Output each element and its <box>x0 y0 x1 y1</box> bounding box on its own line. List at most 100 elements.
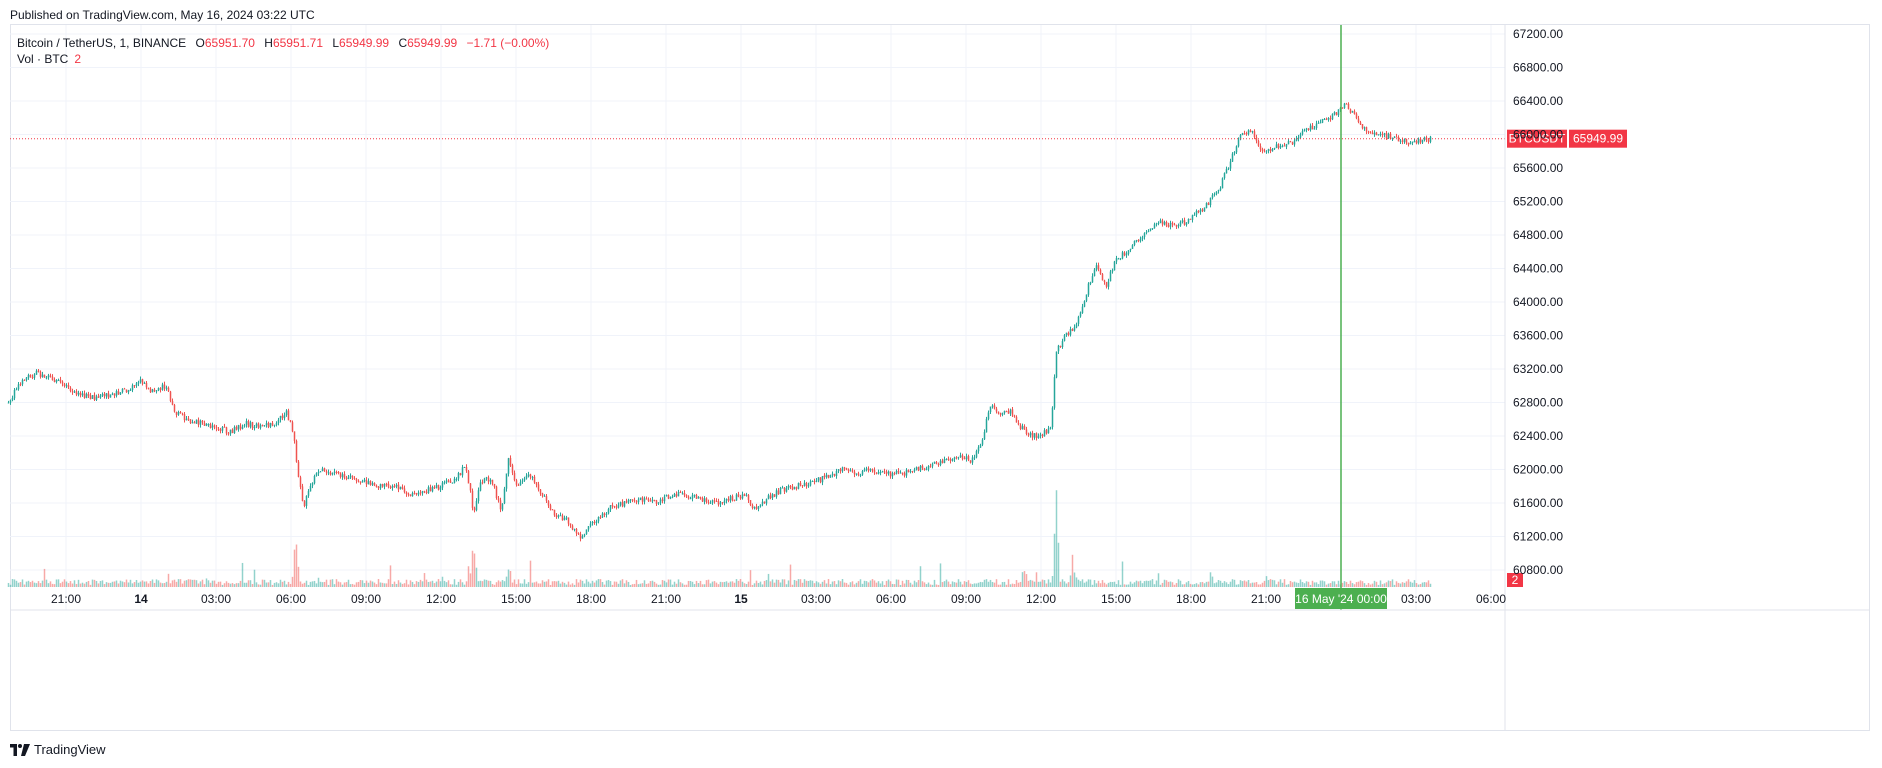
volume-bar <box>1197 584 1200 587</box>
volume-bar <box>1171 582 1174 587</box>
volume-bar <box>667 579 670 587</box>
candle-body <box>397 484 400 490</box>
volume-bar <box>697 583 700 587</box>
candle-body <box>445 480 448 483</box>
candle-body <box>497 498 500 501</box>
volume-bar <box>875 582 878 587</box>
volume-bar <box>327 584 330 587</box>
candle-body <box>1125 253 1128 256</box>
candle-body <box>643 498 646 502</box>
volume-bar <box>625 580 628 587</box>
candle-body <box>765 499 768 504</box>
volume-bar <box>669 579 672 587</box>
candle-body <box>27 374 30 378</box>
volume-bar <box>1419 583 1422 587</box>
volume-bar <box>1183 584 1186 587</box>
candle-body <box>1385 133 1388 139</box>
candle-body <box>75 391 78 395</box>
candle-body <box>475 501 478 511</box>
volume-bar <box>1141 583 1144 587</box>
volume-bar <box>661 580 664 587</box>
volume-bar <box>1205 581 1208 587</box>
volume-bar <box>1427 580 1430 587</box>
candle-body <box>1163 221 1166 225</box>
volume-bar <box>1233 579 1236 587</box>
candle-body <box>69 387 72 391</box>
volume-bar <box>107 582 110 587</box>
candle-body <box>775 490 778 497</box>
candle-body <box>747 495 750 501</box>
volume-bar <box>891 583 894 587</box>
y-tick-label: 67200.00 <box>1513 27 1563 41</box>
candle-body <box>667 495 670 499</box>
volume-bar <box>609 581 612 587</box>
volume-bar <box>347 579 350 587</box>
chart-frame[interactable] <box>10 24 1870 731</box>
candle-body <box>155 390 158 392</box>
candle-body <box>473 507 476 511</box>
volume-bar <box>1111 581 1114 587</box>
volume-bar <box>123 582 126 587</box>
volume-bar <box>65 581 68 587</box>
volume-bar <box>653 581 656 587</box>
volume-bar <box>665 582 668 587</box>
candle-body <box>893 473 896 475</box>
volume-bar <box>165 581 168 587</box>
price-badge <box>1569 129 1627 148</box>
volume-bar <box>883 584 886 587</box>
volume-bar <box>477 581 480 587</box>
volume-bar <box>889 581 892 587</box>
candle-body <box>223 426 226 428</box>
candle-body <box>705 498 708 502</box>
candle-body <box>807 485 810 487</box>
volume-bar <box>1001 582 1004 587</box>
candle-body <box>875 472 878 474</box>
candle-body <box>571 525 574 530</box>
volume-bar <box>1201 581 1204 587</box>
volume-bar <box>215 583 218 587</box>
volume-bar <box>833 581 836 587</box>
candle-body <box>485 477 488 479</box>
candle-body <box>1287 141 1290 145</box>
x-tick-label: 15 <box>734 592 748 606</box>
footer-brand[interactable]: TradingView <box>10 742 106 757</box>
volume-bar <box>1003 581 1006 587</box>
volume-bar <box>657 584 660 587</box>
symbol-name[interactable]: Bitcoin / TetherUS, 1, BINANCE <box>17 36 187 50</box>
candle-body <box>1383 133 1386 135</box>
volume-label[interactable]: Vol · BTC <box>17 52 69 66</box>
volume-bar <box>911 584 914 587</box>
candle-body <box>295 440 298 462</box>
volume-bar <box>437 579 440 587</box>
candle-body <box>1397 137 1400 142</box>
volume-bar <box>1189 583 1192 587</box>
candle-body <box>81 393 84 396</box>
volume-bar <box>1377 584 1380 587</box>
volume-bar <box>949 584 952 587</box>
volume-bar <box>1221 582 1224 587</box>
candle-body <box>557 515 560 517</box>
volume-bar <box>1061 579 1064 587</box>
volume-bar <box>521 583 524 587</box>
candle-body <box>139 379 142 383</box>
volume-bar <box>795 580 798 587</box>
candle-body <box>607 509 610 514</box>
candle-body <box>575 528 578 534</box>
candle-body <box>1283 145 1286 147</box>
volume-bar <box>1325 584 1328 587</box>
candle-body <box>1029 432 1032 436</box>
volume-bar <box>467 566 470 587</box>
volume-bar <box>1235 584 1238 587</box>
candle-body <box>311 482 314 486</box>
volume-bar <box>273 582 276 587</box>
candle-body <box>583 534 586 536</box>
candle-body <box>677 492 680 497</box>
candle-body <box>1169 223 1172 227</box>
volume-bar <box>679 582 682 587</box>
y-tick-label: 64800.00 <box>1513 228 1563 242</box>
volume-bar <box>983 579 986 587</box>
candle-body <box>93 394 96 400</box>
volume-bar <box>383 583 386 587</box>
volume-bar <box>131 583 134 587</box>
